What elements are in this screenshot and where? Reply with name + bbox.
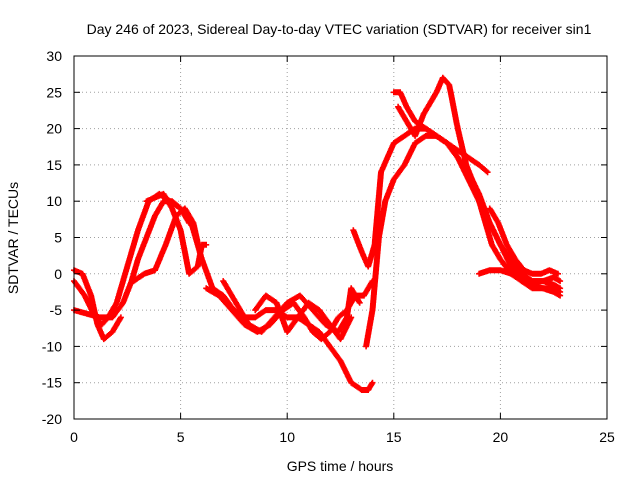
series-track-l <box>395 74 564 295</box>
data-point-markers <box>395 74 564 295</box>
y-tick-label: -10 <box>42 338 62 354</box>
y-tick-labels: -20 -15 -10 -5 0 5 10 15 20 25 30 <box>42 48 62 427</box>
x-tick-label: 20 <box>493 429 509 445</box>
data-point-markers <box>476 267 564 285</box>
data-points <box>71 74 564 393</box>
data-point-markers <box>252 292 355 343</box>
x-tick-label: 25 <box>599 429 615 445</box>
y-tick-label: -15 <box>42 375 62 391</box>
x-tick-label: 0 <box>70 429 78 445</box>
grid <box>74 56 607 419</box>
y-tick-label: -5 <box>50 302 63 318</box>
x-axis-label: GPS time / hours <box>287 458 394 474</box>
y-tick-label: 20 <box>46 121 62 137</box>
y-axis-label: SDTVAR / TECUs <box>5 182 21 294</box>
y-tick-label: 0 <box>54 266 62 282</box>
series-track-h <box>252 292 355 343</box>
x-tick-labels: 0 5 10 15 20 25 <box>70 429 615 445</box>
y-tick-label: -20 <box>42 411 62 427</box>
series-track-n <box>476 267 564 285</box>
data-point-markers <box>130 205 203 285</box>
y-tick-label: 10 <box>46 193 62 209</box>
x-tick-label: 5 <box>177 429 185 445</box>
x-tick-label: 15 <box>386 429 402 445</box>
data-point-markers <box>486 205 561 277</box>
y-tick-label: 30 <box>46 48 62 64</box>
series-track-m <box>486 205 561 277</box>
y-tick-label: 15 <box>46 157 62 173</box>
ticks <box>73 55 608 420</box>
y-tick-label: 5 <box>54 230 62 246</box>
y-tick-label: 25 <box>46 84 62 100</box>
x-tick-label: 10 <box>279 429 295 445</box>
chart-title: Day 246 of 2023, Sidereal Day-to-day VTE… <box>87 21 592 37</box>
series-track-e <box>130 205 203 285</box>
